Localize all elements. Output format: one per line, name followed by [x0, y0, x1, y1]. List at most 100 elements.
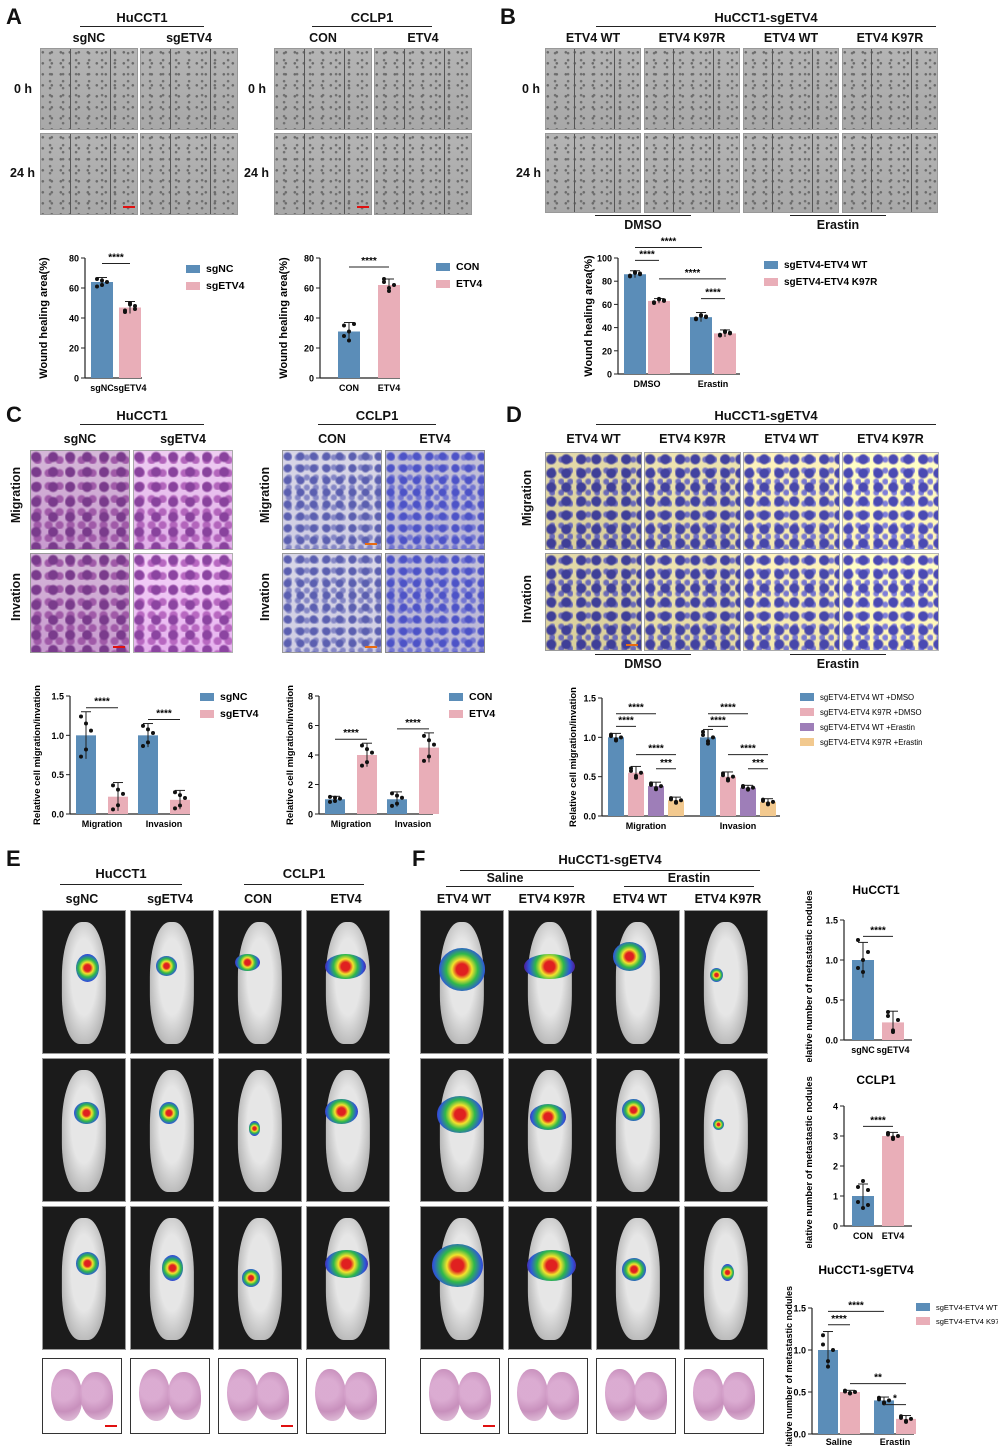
y-tick-label: 0.0 — [825, 1036, 838, 1046]
mouse-body — [149, 922, 195, 1045]
panel-a-row-4: 24 h — [244, 166, 270, 180]
ivis-mouse-image — [420, 1058, 504, 1202]
panel-d-col-2: ETV4 K97R — [659, 432, 726, 446]
panel-e-huc-title: HuCCT1 — [95, 866, 147, 881]
bioluminescence-signal — [712, 1118, 725, 1130]
significance-label: *** — [660, 758, 672, 769]
legend-label: sgETV4 — [220, 708, 259, 720]
y-tick-label: 80 — [304, 254, 314, 264]
panel-c-cclp-title: CCLP1 — [355, 408, 399, 423]
panel-c-image-6 — [385, 450, 485, 550]
significance-label: **** — [870, 1115, 886, 1126]
scale-bar — [123, 206, 135, 208]
data-point — [826, 1364, 830, 1369]
x-tick-label: Migration — [626, 821, 667, 831]
tissue-lobe — [344, 1372, 378, 1420]
data-point — [79, 714, 83, 719]
mouse-body — [527, 922, 573, 1045]
mouse-body — [703, 1070, 749, 1193]
data-point — [173, 790, 177, 795]
tissue-lobe — [226, 1369, 258, 1422]
mouse-body — [237, 1070, 283, 1193]
panel-letter-d: D — [506, 402, 522, 427]
y-tick-label: 0.5 — [793, 1388, 806, 1398]
bar — [840, 1392, 860, 1434]
legend-label: sgETV4-ETV4 K97R — [936, 1317, 998, 1326]
legend-label: CON — [456, 261, 479, 273]
chart-title: HuCCT1 — [852, 883, 900, 897]
y-tick-label: 1.0 — [51, 731, 64, 741]
data-point — [679, 798, 683, 803]
panel-e-col-2: sgETV4 — [147, 892, 193, 906]
bioluminescence-signal — [439, 947, 485, 991]
lung-he-section — [508, 1358, 588, 1434]
panel-d-image-3 — [743, 452, 840, 550]
lung-he-section — [306, 1358, 386, 1434]
lung-he-section — [42, 1358, 122, 1434]
ivis-mouse-image — [130, 910, 214, 1054]
panel-a-image-2 — [140, 48, 238, 130]
panel-a-image-5 — [274, 48, 372, 130]
panel-a-image-8 — [374, 133, 472, 215]
panel-b-image-6 — [644, 133, 740, 213]
y-tick-label: 1.5 — [583, 694, 596, 704]
bioluminescence-signal — [621, 1098, 645, 1122]
panel-c-row-1: Migration — [9, 466, 23, 524]
scale-bar — [105, 1425, 117, 1427]
data-point — [360, 743, 364, 748]
data-point — [342, 334, 346, 338]
y-tick-label: 1.0 — [583, 733, 596, 743]
panel-a-row-3: 0 h — [248, 82, 267, 96]
data-point — [861, 970, 865, 974]
scale-bar — [365, 543, 377, 545]
panel-c-image-5 — [282, 450, 382, 550]
ivis-mouse-image — [42, 1206, 126, 1350]
panel-c-col-1: sgNC — [63, 432, 97, 446]
data-point — [856, 1200, 860, 1204]
tissue-lobe — [546, 1372, 580, 1420]
data-point — [370, 750, 374, 755]
y-tick-label: 4 — [833, 1102, 838, 1112]
panel-c-huc-title: HuCCT1 — [116, 408, 168, 423]
panel-d-group-line-1 — [595, 654, 691, 655]
mouse-body — [615, 1070, 661, 1193]
x-tick-label: sgNC — [90, 383, 114, 393]
panel-d-underline — [596, 424, 936, 425]
panel-c-image-1 — [30, 450, 130, 550]
mouse-body — [325, 1218, 371, 1341]
ivis-mouse-image — [306, 1058, 390, 1202]
significance-label: **** — [343, 728, 359, 739]
y-tick-label: 60 — [602, 300, 612, 310]
data-point — [848, 1391, 852, 1396]
panel-d-group-line-2 — [790, 654, 886, 655]
x-tick-label: Invasion — [720, 821, 757, 831]
data-point — [146, 740, 150, 745]
x-tick-label: sgETV4 — [113, 383, 146, 393]
bar — [668, 800, 684, 816]
x-tick-label: ETV4 — [882, 1231, 905, 1241]
panel-b-image-4 — [842, 48, 938, 130]
data-point — [771, 799, 775, 804]
panel-a-image-7 — [274, 133, 372, 215]
ivis-mouse-image — [218, 1058, 302, 1202]
panel-a-image-1 — [40, 48, 138, 130]
y-tick-label: 1.0 — [825, 956, 838, 966]
data-point — [659, 784, 663, 789]
legend-swatch — [186, 282, 200, 290]
x-tick-label: Saline — [826, 1437, 853, 1446]
data-point — [886, 1014, 890, 1018]
panel-c-row-2: Invation — [9, 573, 23, 621]
y-axis-label: Wound healing area(%) — [38, 257, 50, 379]
panel-b-group-line-1 — [595, 215, 691, 216]
data-point — [826, 1359, 830, 1364]
panel-c-image-3 — [30, 553, 130, 653]
tissue-lobe — [50, 1369, 82, 1422]
panel-a-col-4: ETV4 — [407, 31, 439, 45]
data-point — [128, 301, 132, 305]
data-point — [365, 760, 369, 765]
significance-label: **** — [648, 744, 664, 755]
legend-swatch — [449, 693, 463, 701]
bioluminescence-signal — [74, 1101, 99, 1125]
